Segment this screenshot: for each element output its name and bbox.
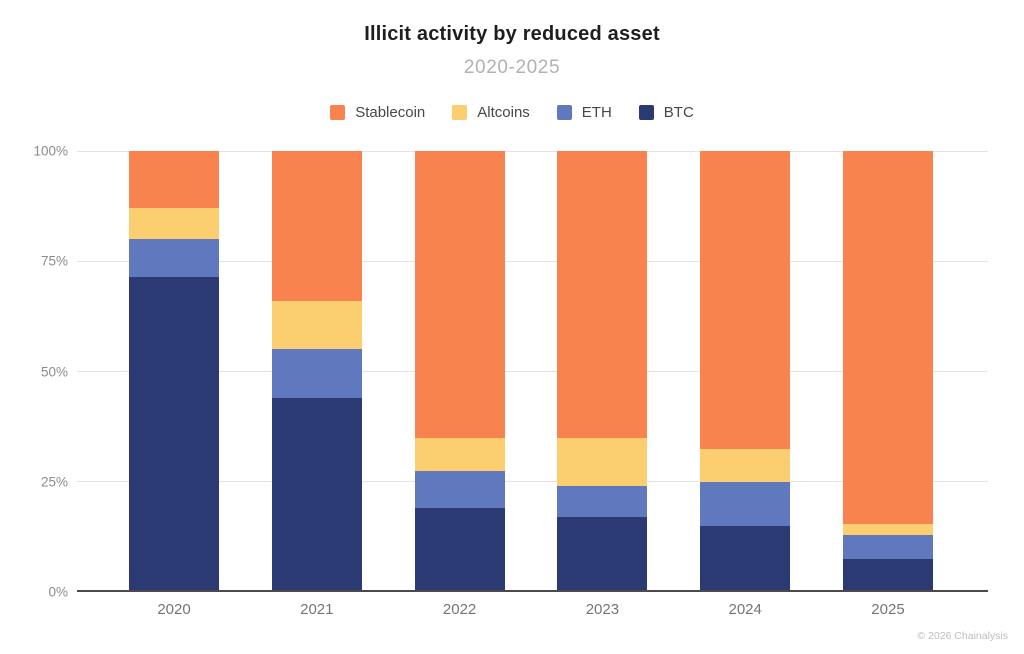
chart-title: Illicit activity by reduced asset — [364, 23, 660, 45]
bar-2024 — [700, 151, 791, 592]
segment-eth-2021 — [271, 349, 362, 398]
segment-stablecoin-2022 — [414, 151, 505, 438]
x-tick-label-2024: 2024 — [728, 601, 762, 618]
chart-subtitle: 2020-2025 — [463, 57, 561, 78]
segment-eth-2022 — [414, 470, 505, 509]
legend-item-eth: ETH — [556, 104, 612, 121]
x-tick-label-2025: 2025 — [871, 601, 905, 618]
y-axis-labels: 0% 25% 50% 75% 100% — [0, 144, 68, 600]
x-axis-line — [77, 590, 988, 592]
segment-altcoins-2020 — [129, 208, 219, 240]
legend-swatch-icon — [556, 105, 572, 120]
legend-swatch-icon — [452, 105, 468, 120]
x-tick-label-2023: 2023 — [585, 601, 620, 618]
bar-2020 — [129, 151, 219, 592]
segment-btc-2020 — [129, 276, 219, 592]
y-tick-label-25: 25% — [40, 474, 68, 490]
bar-2022 — [414, 151, 505, 592]
legend-label: Stablecoin — [355, 104, 426, 121]
segment-eth-2023 — [557, 486, 648, 518]
y-tick-label-50: 50% — [40, 364, 68, 379]
segment-eth-2020 — [129, 239, 219, 277]
legend-label: ETH — [581, 104, 612, 121]
segment-altcoins-2021 — [271, 300, 362, 350]
legend-swatch-icon — [330, 105, 346, 120]
y-tick-label-75: 75% — [40, 253, 68, 269]
segment-altcoins-2022 — [414, 437, 505, 471]
legend-swatch-icon — [638, 105, 654, 120]
segment-btc-2022 — [414, 508, 505, 592]
x-tick-label-2021: 2021 — [300, 601, 334, 618]
legend-label: Altcoins — [477, 104, 530, 121]
y-tick-label-0: 0% — [48, 584, 68, 600]
segment-btc-2025 — [842, 558, 933, 592]
plot-area — [77, 150, 988, 592]
segment-btc-2023 — [557, 517, 648, 592]
legend: Stablecoin Altcoins ETH BTC — [0, 104, 1024, 121]
attribution-text: © 2026 Chainalysis — [917, 630, 1008, 642]
x-axis-labels: 2020 2021 2022 2023 2024 2025 — [77, 601, 988, 618]
segment-btc-2021 — [271, 397, 362, 592]
legend-item-altcoins: Altcoins — [452, 104, 530, 121]
segment-stablecoin-2020 — [129, 151, 219, 209]
gridline-100 — [77, 150, 988, 152]
segment-altcoins-2025 — [842, 523, 933, 535]
legend-item-btc: BTC — [638, 104, 694, 121]
y-tick-label-100: 100% — [33, 143, 68, 159]
bars — [77, 151, 988, 592]
x-tick-label-2020: 2020 — [157, 601, 191, 618]
gridline-50 — [77, 371, 988, 372]
bar-2025 — [842, 151, 933, 592]
segment-stablecoin-2023 — [557, 151, 648, 438]
legend-label: BTC — [663, 104, 694, 121]
gridline-75 — [77, 260, 988, 262]
segment-eth-2024 — [700, 481, 791, 526]
segment-stablecoin-2024 — [700, 151, 791, 449]
segment-stablecoin-2021 — [271, 151, 362, 301]
x-tick-label-2022: 2022 — [442, 601, 477, 618]
legend-item-stablecoin: Stablecoin — [330, 104, 425, 121]
segment-eth-2025 — [842, 534, 933, 559]
gridline-25 — [77, 481, 988, 483]
segment-stablecoin-2025 — [842, 151, 933, 524]
segment-btc-2024 — [700, 525, 791, 592]
segment-altcoins-2024 — [700, 448, 791, 482]
segment-altcoins-2023 — [557, 437, 648, 487]
bar-2023 — [557, 151, 648, 592]
bar-2021 — [271, 151, 362, 592]
